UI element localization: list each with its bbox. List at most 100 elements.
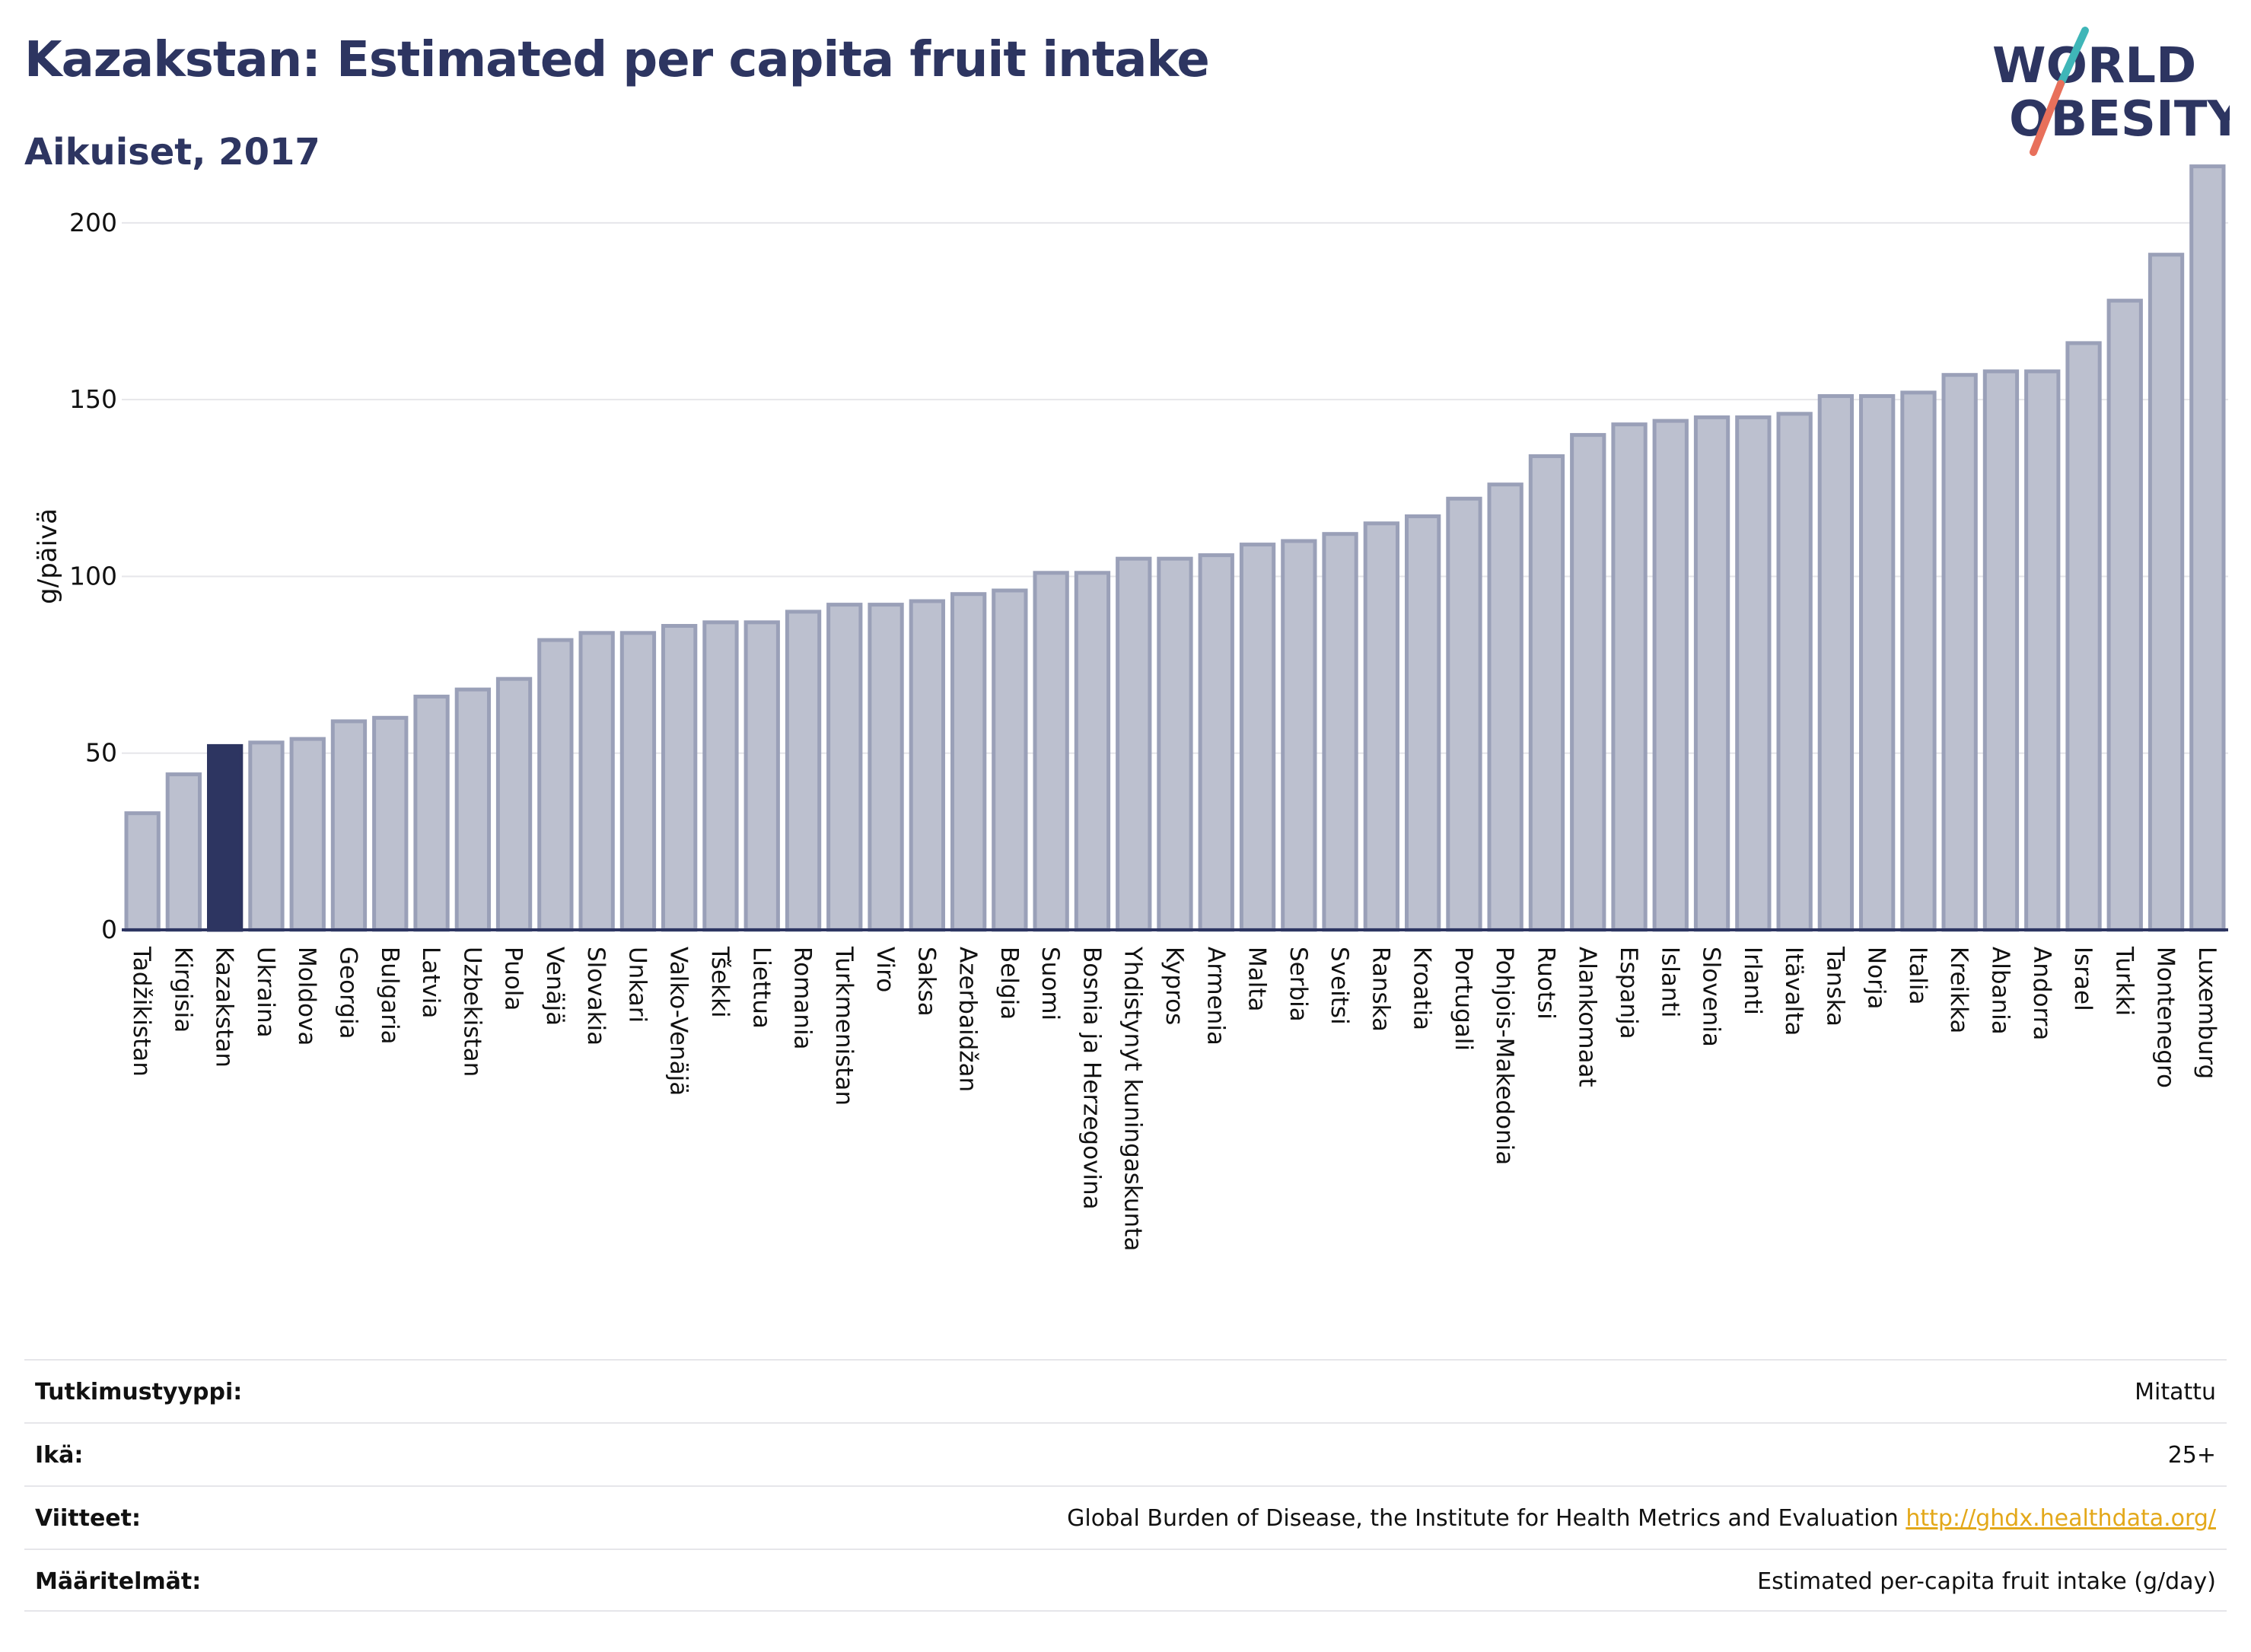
- meta-row-age: Ikä: 25+: [24, 1422, 2227, 1485]
- x-tick-label: Tšekki: [706, 946, 734, 1018]
- bar: [1239, 543, 1276, 932]
- bar: [454, 687, 492, 932]
- meta-key: Tutkimustyyppi:: [35, 1379, 243, 1405]
- bar: [1817, 394, 1854, 932]
- bar: [1941, 373, 1978, 932]
- x-tick-label: Alankomaat: [1574, 947, 1601, 1087]
- page-title: Kazakstan: Estimated per capita fruit in…: [24, 32, 1210, 88]
- meta-value: Global Burden of Disease, the Institute …: [1067, 1505, 1906, 1532]
- bar: [1611, 422, 1648, 932]
- logo-slash-teal: [2057, 27, 2089, 88]
- x-tick-label: Italia: [1904, 947, 1931, 1005]
- bar: [1281, 539, 1317, 932]
- x-tick-label: Ruotsi: [1532, 947, 1559, 1020]
- y-tick-label: 50: [85, 738, 117, 768]
- x-tick-label: Latvia: [417, 947, 444, 1018]
- x-tick-label: Ranska: [1367, 947, 1394, 1032]
- bar: [1982, 369, 2020, 932]
- meta-value: Mitattu: [2135, 1379, 2216, 1405]
- bar-chart: 0 50 100 150 200 g/päivä Tadžikistan Kirgisia Ka…: [33, 164, 2228, 1251]
- bar: [992, 588, 1028, 932]
- x-tick-label: Liettua: [747, 947, 775, 1029]
- x-tick-label: Ukraina: [252, 947, 279, 1038]
- bar: [785, 610, 822, 932]
- bar: [165, 772, 202, 932]
- bar: [248, 740, 285, 932]
- x-tick-label: Moldova: [293, 947, 320, 1046]
- bar: [537, 638, 574, 932]
- bar: [1322, 532, 1358, 932]
- x-tick-label: Saksa: [912, 947, 940, 1017]
- bar: [2106, 298, 2143, 932]
- x-tick-label: Turkmenistan: [830, 946, 858, 1106]
- meta-row-definitions: Määritelmät: Estimated per-capita fruit …: [24, 1549, 2227, 1612]
- meta-key: Viitteet:: [35, 1505, 141, 1532]
- x-tick-label: Irlanti: [1739, 947, 1766, 1015]
- x-tick-label: Bosnia ja Herzegovina: [1078, 947, 1105, 1210]
- x-tick-label: Pohjois-Makedonia: [1491, 947, 1518, 1165]
- x-tick-label: Portugali: [1450, 947, 1477, 1051]
- x-tick-label: Albania: [1986, 947, 2014, 1035]
- x-tick-label: Romania: [789, 947, 817, 1050]
- bars-layer: [124, 164, 2226, 932]
- bar: [1900, 390, 1937, 932]
- meta-value: 25+: [2167, 1442, 2216, 1469]
- x-tick-label: Suomi: [1036, 947, 1064, 1020]
- logo-slash-coral: [2030, 80, 2065, 156]
- bar: [1446, 496, 1482, 932]
- y-tick-label: 150: [69, 384, 117, 414]
- bar: [909, 599, 945, 932]
- x-tick-label: Montenegro: [2152, 947, 2179, 1088]
- bar: [1487, 482, 1523, 932]
- y-tick-label: 100: [69, 561, 117, 590]
- bar: [413, 694, 450, 932]
- x-tick-label: Kypros: [1161, 947, 1188, 1025]
- bar: [826, 603, 863, 932]
- bar: [1405, 514, 1441, 932]
- x-tick-label: Tadžikistan: [128, 946, 155, 1077]
- x-tick-label: Slovakia: [582, 947, 610, 1046]
- bar: [1116, 556, 1152, 932]
- bar: [1859, 394, 1896, 932]
- bar: [868, 603, 904, 932]
- y-axis-title: g/päivä: [33, 508, 63, 604]
- x-tick-label: Armenia: [1202, 947, 1229, 1046]
- world-obesity-logo[interactable]: WORLD OBESITY: [1979, 23, 2243, 160]
- x-tick-label: Unkari: [623, 947, 651, 1023]
- bar: [1776, 412, 1813, 932]
- bar: [578, 631, 615, 932]
- bar: [743, 620, 780, 932]
- bar: [1157, 556, 1193, 932]
- bar: [1074, 571, 1111, 932]
- x-tick-label: Venäjä: [541, 947, 568, 1026]
- x-tick-label: Sveitsi: [1326, 947, 1353, 1025]
- x-tick-label: Israel: [2069, 947, 2097, 1011]
- bar: [1363, 521, 1399, 932]
- bar: [330, 719, 368, 932]
- reference-link[interactable]: http://ghdx.healthdata.org/: [1906, 1505, 2216, 1532]
- x-tick-label: Kreikka: [1945, 947, 1972, 1033]
- x-tick-label: Uzbekistan: [458, 947, 486, 1077]
- x-tick-label: Norja: [1863, 947, 1890, 1010]
- meta-key: Ikä:: [35, 1442, 84, 1469]
- x-tick-label: Itävalta: [1780, 947, 1807, 1036]
- x-tick-label: Yhdistynyt kuningaskunta: [1119, 946, 1147, 1251]
- x-tick-label: Islanti: [1656, 947, 1683, 1017]
- bar: [2024, 369, 2061, 932]
- bar: [1735, 415, 1772, 932]
- bar: [702, 620, 739, 932]
- bar: [372, 715, 409, 932]
- x-tick-label: Turkki: [2110, 946, 2138, 1016]
- x-tick-label: Andorra: [2028, 947, 2055, 1040]
- bar: [2065, 341, 2102, 932]
- bar-highlight: [207, 743, 244, 932]
- bar: [1693, 415, 1730, 932]
- x-tick-label: Tanska: [1821, 946, 1848, 1027]
- x-tick-label: Slovenia: [1698, 947, 1725, 1047]
- bar: [1570, 433, 1606, 932]
- bar: [1033, 571, 1069, 932]
- meta-value-wrapper: Global Burden of Disease, the Institute …: [1067, 1505, 2216, 1532]
- bar: [124, 811, 161, 932]
- x-tick-label: Serbia: [1285, 947, 1312, 1022]
- bar: [661, 624, 698, 932]
